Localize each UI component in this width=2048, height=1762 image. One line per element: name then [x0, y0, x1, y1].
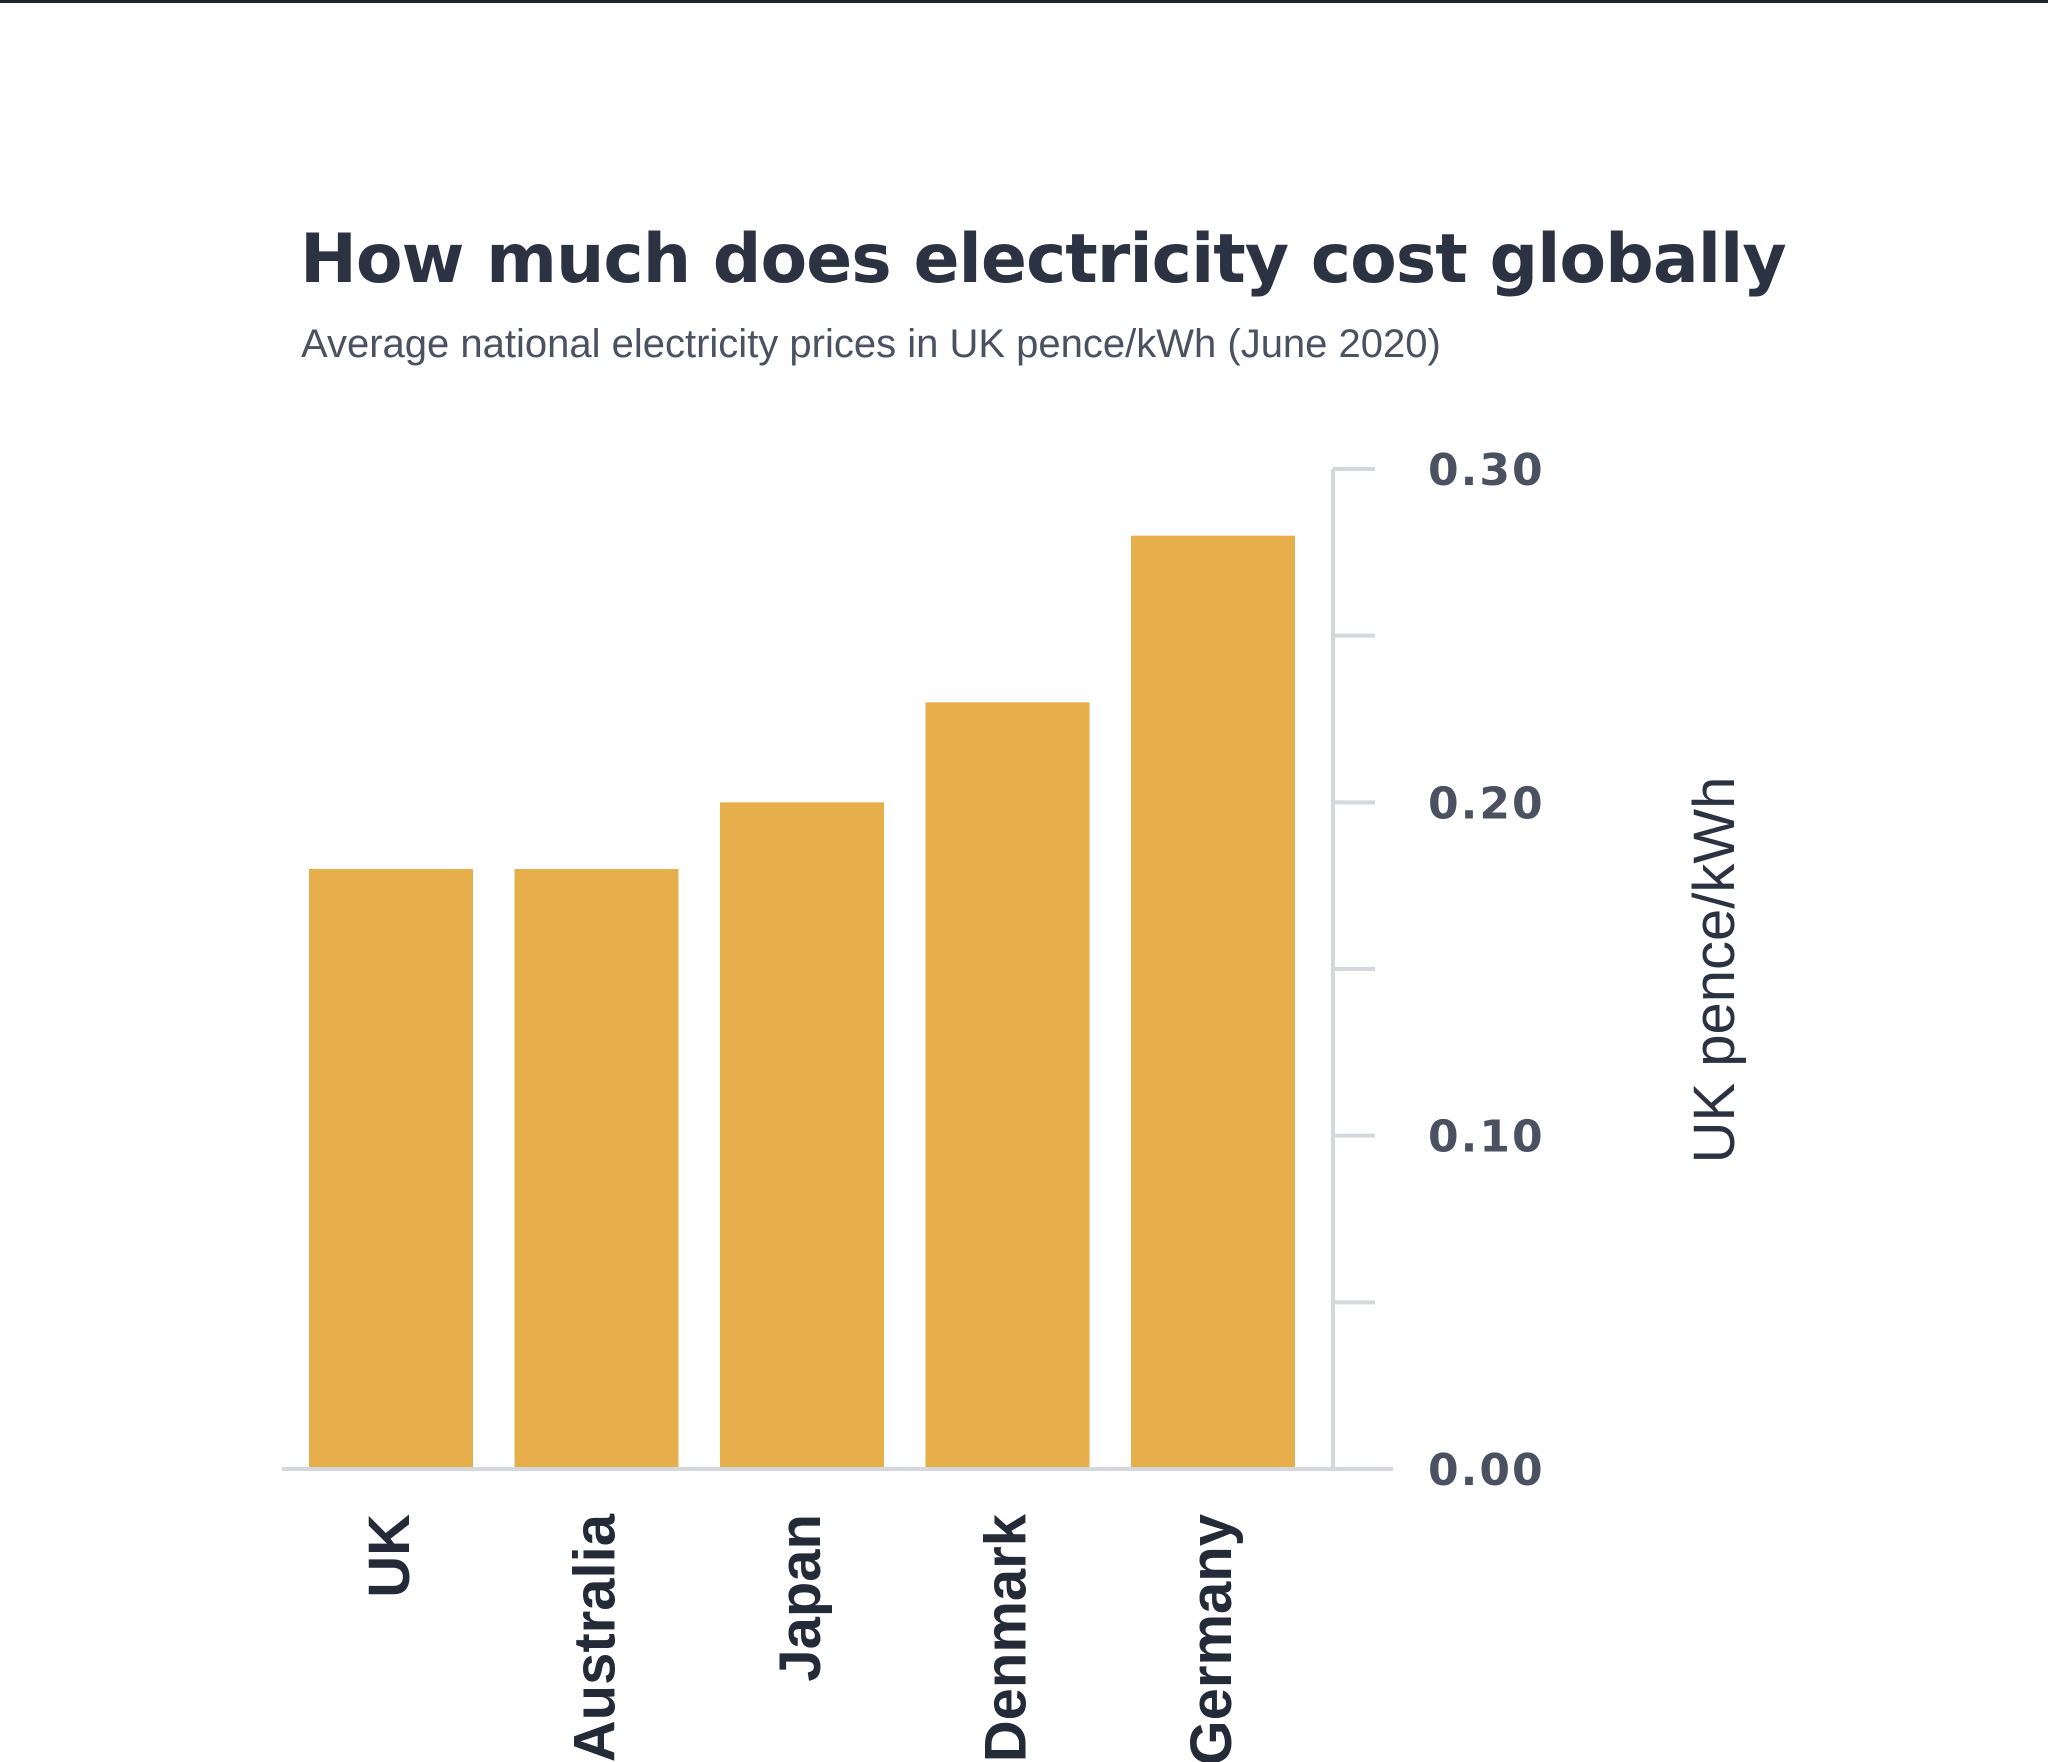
bar-germany — [1131, 535, 1295, 1469]
bar-japan — [720, 802, 884, 1469]
top-border-line — [0, 0, 2048, 3]
y-tick-label: 0.00 — [1428, 1445, 1545, 1496]
x-tick-label-australia: Australia — [563, 1513, 628, 1762]
bars-group — [309, 535, 1295, 1469]
x-tick-label-denmark: Denmark — [974, 1513, 1039, 1762]
bar-australia — [514, 869, 679, 1469]
x-tick-label-uk: UK — [357, 1514, 422, 1598]
y-axis-ticks: 0.00 0.10 0.20 0.30 — [1333, 445, 1545, 1496]
x-axis-category-labels: UK Australia Japan Denmark Germany — [357, 1513, 1244, 1762]
x-tick-label-germany: Germany — [1179, 1514, 1244, 1762]
y-tick-label: 0.20 — [1428, 778, 1545, 829]
chart-subtitle: Average national electricity prices in U… — [301, 322, 1441, 366]
y-tick-label: 0.30 — [1428, 445, 1545, 496]
y-tick-label: 0.10 — [1428, 1112, 1545, 1163]
bar-denmark — [925, 702, 1090, 1469]
x-tick-label-japan: Japan — [768, 1514, 833, 1682]
y-axis-title: UK pence/kWh — [1682, 777, 1747, 1164]
chart-title: How much does electricity cost globally — [300, 220, 1787, 299]
bar-uk — [309, 869, 473, 1469]
